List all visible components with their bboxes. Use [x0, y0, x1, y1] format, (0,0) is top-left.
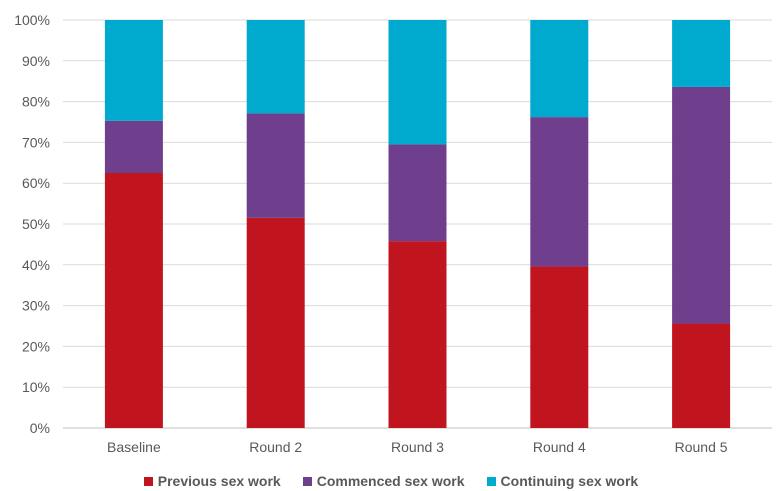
- y-tick-label: 20%: [22, 338, 50, 354]
- bar-segment-continuing-sex-work: [246, 20, 305, 114]
- y-tick-label: 0%: [30, 420, 50, 436]
- bar-segment-commenced-sex-work: [530, 117, 589, 267]
- y-tick-label: 30%: [22, 298, 50, 314]
- x-tick-label: Round 2: [249, 439, 302, 455]
- legend-label-previous: Previous sex work: [157, 473, 281, 489]
- bar-segment-continuing-sex-work: [104, 20, 163, 121]
- x-tick-label: Round 3: [391, 439, 444, 455]
- bar-segment-continuing-sex-work: [530, 20, 589, 118]
- legend-swatch-continuing: [486, 476, 496, 486]
- y-tick-label: 50%: [22, 216, 50, 232]
- legend-item-continuing: Continuing sex work: [486, 473, 639, 489]
- y-tick-label: 70%: [22, 134, 50, 150]
- bar-segment-commenced-sex-work: [672, 86, 731, 324]
- bar-segment-previous-sex-work: [672, 323, 731, 428]
- stacked-bar-chart: 0% 10% 20% 30% 40% 50% 60% 70% 80% 90% 100% Baselin…: [14, 12, 772, 455]
- y-tick-label: 90%: [22, 53, 50, 69]
- legend-swatch-commenced: [302, 476, 312, 486]
- legend-item-commenced: Commenced sex work: [302, 473, 465, 489]
- x-tick-label: Baseline: [107, 439, 161, 455]
- bar-segment-continuing-sex-work: [388, 20, 447, 145]
- x-tick-label: Round 4: [533, 439, 586, 455]
- legend-label-commenced: Commenced sex work: [316, 473, 465, 489]
- y-tick-label: 60%: [22, 175, 50, 191]
- bar-segment-commenced-sex-work: [104, 120, 163, 173]
- bars: [104, 20, 731, 428]
- y-tick-label: 80%: [22, 94, 50, 110]
- bar-segment-commenced-sex-work: [388, 144, 447, 242]
- y-tick-label: 100%: [14, 12, 50, 28]
- legend-label-continuing: Continuing sex work: [500, 473, 639, 489]
- y-tick-label: 10%: [22, 379, 50, 395]
- y-tick-label: 40%: [22, 257, 50, 273]
- legend: Previous sex work Commenced sex work Con…: [0, 471, 782, 491]
- axes: 0% 10% 20% 30% 40% 50% 60% 70% 80% 90% 100% Baselin…: [14, 12, 728, 455]
- bar-segment-previous-sex-work: [388, 241, 447, 428]
- legend-item-previous: Previous sex work: [143, 473, 281, 489]
- bar-segment-previous-sex-work: [104, 173, 163, 428]
- bar-segment-previous-sex-work: [530, 266, 589, 428]
- x-tick-label: Round 5: [675, 439, 728, 455]
- bar-segment-commenced-sex-work: [246, 113, 305, 218]
- bar-segment-previous-sex-work: [246, 217, 305, 428]
- bar-segment-continuing-sex-work: [672, 20, 731, 87]
- legend-swatch-previous: [143, 476, 153, 486]
